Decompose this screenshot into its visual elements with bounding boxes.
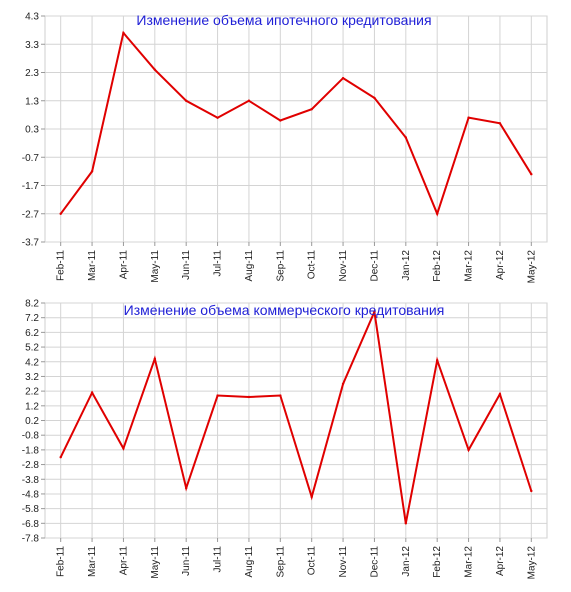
y-tick-label: -2.8 [22, 460, 40, 471]
data-point [90, 170, 94, 173]
data-point [184, 99, 188, 102]
data-point [373, 310, 376, 314]
x-tick-label: Apr-11 [118, 250, 129, 280]
data-point [247, 99, 251, 102]
commercial-lending-chart: 8.2 7.2 6.2 5.2 4.2 3.2 2.2 1.2 0.2 -0.8 -1.8 -2.8 -… [22, 299, 548, 580]
y-tick-label: -3.8 [22, 475, 40, 486]
y-tick-label: 0.2 [25, 416, 39, 427]
x-tick-label: Jun-11 [181, 546, 192, 576]
y-tick-label: 2.2 [25, 387, 39, 398]
data-point [216, 116, 219, 119]
series-line [59, 308, 533, 524]
y-tick-label: 0.3 [25, 125, 39, 136]
grid [41, 15, 548, 246]
grid [41, 302, 548, 542]
x-tick-label: Apr-12 [495, 546, 506, 576]
x-tick-label: May-12 [526, 250, 537, 284]
y-tick-label: 4.3 [25, 12, 39, 23]
y-tick-label: 3.3 [25, 40, 39, 51]
x-tick-label: Apr-11 [118, 546, 129, 576]
x-tick-label: Jan-12 [401, 546, 412, 577]
x-tick-label: Dec-11 [369, 250, 380, 282]
x-tick-label: Nov-11 [338, 546, 349, 578]
x-tick-label: Feb-12 [432, 250, 443, 282]
series-line [59, 30, 533, 217]
y-tick-label: -0.7 [22, 153, 40, 164]
data-point [310, 495, 313, 499]
y-tick-label: -0.8 [22, 431, 40, 442]
x-tick-label: May-11 [150, 546, 161, 579]
data-point [435, 359, 439, 362]
y-tick-label: -1.8 [22, 445, 40, 456]
data-point [310, 108, 313, 111]
x-tick-label: Oct-11 [307, 250, 318, 280]
y-tick-label: 3.2 [25, 372, 39, 383]
chart-title: Изменение объема коммерческого кредитова… [124, 302, 445, 318]
data-point [498, 392, 502, 396]
x-tick-label: Sep-11 [275, 250, 286, 282]
x-tick-label: Jan-12 [401, 250, 412, 281]
y-tick-label: 8.2 [25, 299, 39, 310]
x-tick-label: Feb-11 [56, 546, 67, 577]
y-tick-label: -4.8 [22, 489, 40, 500]
x-tick-label: Nov-11 [338, 250, 349, 282]
x-tick-label: Mar-12 [464, 250, 475, 282]
data-point [373, 96, 376, 100]
data-point [247, 395, 251, 399]
x-tick-label: Aug-11 [244, 546, 255, 578]
data-point [216, 394, 219, 397]
y-tick-label: 4.2 [25, 357, 39, 368]
x-tick-label: Aug-11 [244, 250, 255, 282]
data-point [153, 68, 157, 71]
y-tick-label: -1.7 [22, 181, 40, 192]
mortgage-lending-chart: 4.3 3.3 2.3 1.3 0.3 -0.7 -1.7 -2.7 -3.7 Feb-11 Mar… [22, 12, 548, 284]
x-tick-label: Dec-11 [369, 546, 380, 578]
y-tick-label: -6.8 [22, 519, 40, 530]
data-point [90, 391, 94, 394]
data-point [279, 394, 282, 397]
data-point [184, 486, 188, 490]
x-tick-label: Jun-11 [181, 250, 192, 280]
x-tick-label: Feb-12 [432, 546, 443, 578]
y-tick-label: 5.2 [25, 343, 39, 354]
y-tick-label: 6.2 [25, 328, 39, 339]
y-tick-label: 1.3 [25, 96, 39, 107]
data-point [59, 456, 62, 459]
x-tick-label: May-11 [150, 250, 161, 283]
x-tick-label: Mar-11 [87, 250, 98, 281]
x-tick-label: Mar-12 [464, 546, 475, 578]
x-tick-label: May-12 [526, 546, 537, 580]
data-point [279, 119, 282, 122]
x-tick-label: Jul-11 [213, 250, 224, 277]
y-tick-label: -5.8 [22, 504, 40, 515]
data-point [404, 136, 408, 139]
data-point [341, 76, 345, 80]
x-tick-label: Feb-11 [56, 250, 67, 281]
data-point [467, 116, 470, 119]
x-tick-label: Jul-11 [213, 546, 224, 573]
data-point [122, 31, 125, 35]
y-tick-label: -2.7 [22, 209, 40, 220]
data-point [341, 382, 345, 385]
y-tick-label: 2.3 [25, 68, 39, 79]
x-tick-label: Apr-12 [495, 250, 506, 280]
y-tick-label: 1.2 [25, 401, 39, 412]
data-point [122, 447, 125, 450]
y-tick-label: -7.8 [22, 534, 40, 545]
x-tick-label: Mar-11 [87, 546, 98, 577]
data-point [435, 212, 439, 215]
data-point [498, 122, 502, 125]
data-point [530, 489, 533, 493]
y-tick-label: 7.2 [25, 313, 39, 324]
data-point [467, 448, 470, 452]
data-point [404, 522, 408, 525]
y-tick-label: -3.7 [22, 238, 40, 249]
data-point [153, 357, 157, 361]
x-tick-label: Sep-11 [275, 546, 286, 578]
data-point [530, 173, 533, 176]
x-tick-label: Oct-11 [307, 546, 318, 576]
chart-title: Изменение объема ипотечного кредитования [136, 12, 431, 28]
data-point [59, 212, 62, 215]
